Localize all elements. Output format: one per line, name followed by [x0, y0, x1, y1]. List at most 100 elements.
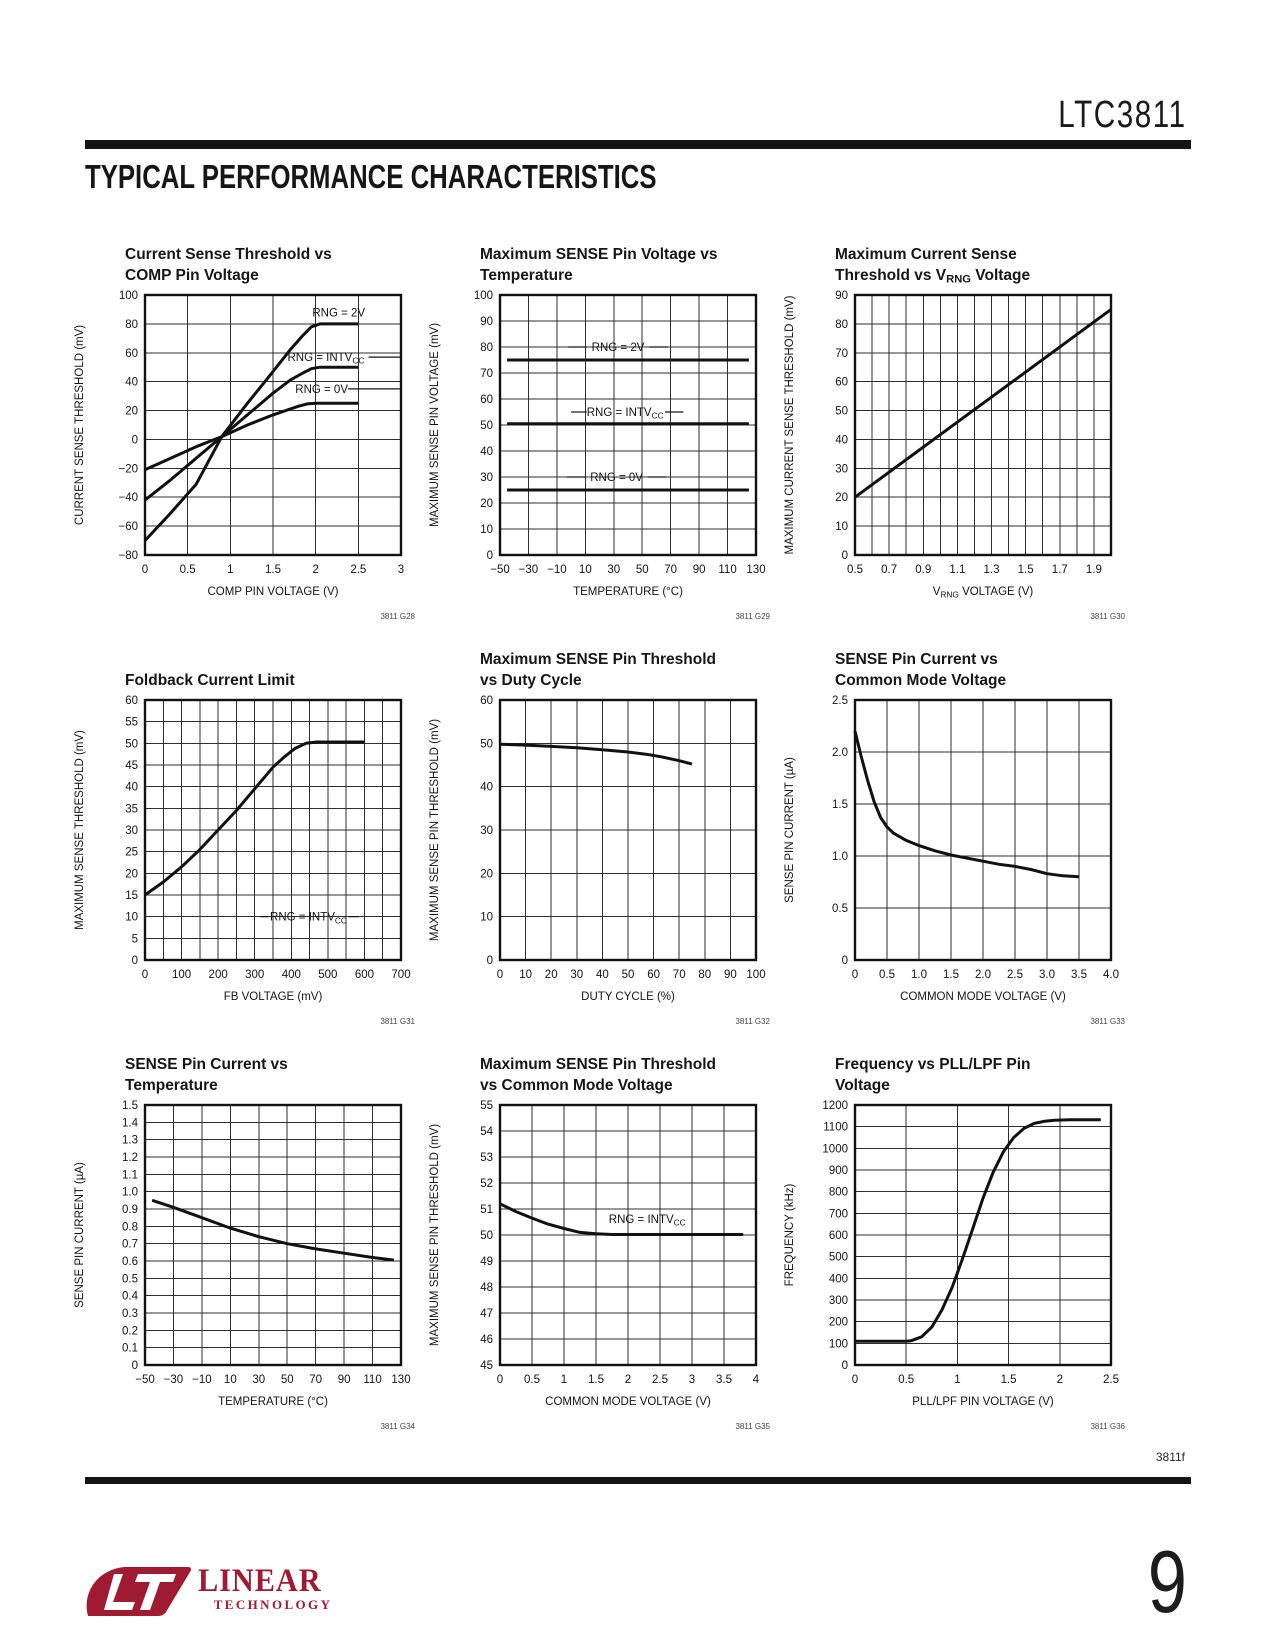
x-tick-label: 20	[545, 969, 558, 981]
lt-logo-mark	[86, 1567, 192, 1616]
page-number: 9	[1147, 1532, 1187, 1631]
y-tick-label: 1.4	[122, 1117, 139, 1129]
x-tick-label: 400	[282, 969, 301, 981]
chart-title-line1: Frequency vs PLL/LPF Pin	[835, 1056, 1031, 1073]
chart-3811-g30: Maximum Current Sense Threshold vs VRNG V…	[777, 237, 1132, 637]
x-tick-label: 1.0	[911, 969, 927, 981]
x-tick-label: 1.1	[949, 564, 965, 576]
x-tick-label: 1.5	[943, 969, 959, 981]
y-tick-label: 70	[480, 368, 493, 380]
y-tick-label: 0.5	[122, 1273, 138, 1285]
y-tick-label: 53	[480, 1152, 493, 1164]
x-tick-label: 0.9	[915, 564, 931, 576]
x-tick-label: 3	[398, 564, 404, 576]
y-tick-label: 15	[125, 890, 138, 902]
chart-3811-g35: Maximum SENSE Pin Threshold vs Common Mod…	[422, 1047, 777, 1447]
x-tick-label: 0	[852, 969, 858, 981]
x-tick-label: 1.5	[265, 564, 281, 576]
x-tick-label: 0.5	[180, 564, 196, 576]
chart-svg: SENSE Pin Current vs Temperature −50 −30 −10…	[74, 1056, 416, 1431]
y-tick-label: 1.2	[122, 1152, 138, 1164]
x-axis-label: COMMON MODE VOLTAGE (V)	[545, 1396, 711, 1408]
chart-3811-g31: Foldback Current Limit 0 100 200 300 400 500 60…	[67, 642, 422, 1042]
x-tick-label: 40	[596, 969, 609, 981]
x-tick-label: 90	[693, 564, 706, 576]
y-tick-label: 0	[842, 955, 848, 967]
chart-svg: Maximum SENSE Pin Threshold vs Duty Cycle…	[429, 651, 771, 1026]
x-tick-label: 0.7	[881, 564, 897, 576]
chart-svg: Current Sense Threshold vs COMP Pin Volta…	[74, 246, 416, 621]
charts-grid: Current Sense Threshold vs COMP Pin Volta…	[67, 237, 1132, 1452]
x-tick-label: 0.5	[879, 969, 895, 981]
y-tick-label: 20	[125, 406, 138, 418]
x-tick-label: 1.3	[984, 564, 1000, 576]
graph-code: 3811 G31	[380, 1017, 415, 1026]
x-tick-label: 90	[338, 1374, 351, 1386]
y-tick-label: 20	[835, 492, 848, 504]
x-tick-label: 30	[252, 1374, 265, 1386]
x-tick-label: 3	[689, 1374, 695, 1386]
curve-label: RNG = 0V	[590, 472, 643, 484]
y-tick-label: 300	[829, 1295, 848, 1307]
x-tick-label: 3.5	[716, 1374, 732, 1386]
x-axis-label: PLL/LPF PIN VOLTAGE (V)	[912, 1396, 1054, 1408]
series-curve	[499, 742, 693, 766]
chart-3811-g34: SENSE Pin Current vs Temperature −50 −30 −10…	[67, 1047, 422, 1447]
y-tick-label: 30	[125, 825, 138, 837]
doc-code: 3811f	[1155, 1450, 1185, 1464]
series-curve	[499, 1202, 744, 1236]
y-tick-label: 47	[480, 1308, 493, 1320]
x-tick-label: −10	[547, 564, 567, 576]
chart-title-line2: Threshold vs VRNG Voltage	[835, 267, 1031, 286]
y-tick-label: 100	[119, 290, 138, 302]
y-tick-label: 2.0	[832, 747, 848, 759]
y-tick-label: 400	[829, 1273, 848, 1285]
curve-label: RNG = INTVCC	[609, 1214, 686, 1228]
plot-border	[143, 698, 403, 962]
x-tick-label: 130	[391, 1374, 410, 1386]
y-tick-label: 0	[132, 1360, 138, 1372]
x-tick-label: 70	[309, 1374, 322, 1386]
y-tick-label: −80	[118, 550, 138, 562]
y-tick-label: 0	[132, 955, 138, 967]
chart-title-line1: SENSE Pin Current vs	[835, 651, 998, 668]
x-tick-label: 1.5	[1018, 564, 1034, 576]
y-tick-label: 45	[480, 1360, 493, 1372]
y-tick-label: 60	[125, 695, 138, 707]
x-tick-label: 1	[561, 1374, 567, 1386]
y-tick-label: 40	[125, 377, 138, 389]
x-axis-label: TEMPERATURE (°C)	[573, 586, 683, 598]
chart-svg: SENSE Pin Current vs Common Mode Voltage 0…	[784, 651, 1126, 1026]
x-tick-label: 1	[227, 564, 233, 576]
x-tick-label: 700	[391, 969, 410, 981]
curve-label: RNG = INTVCC	[270, 912, 347, 926]
y-tick-label: 1.1	[122, 1169, 138, 1181]
chart-title-line1: SENSE Pin Current vs	[125, 1056, 288, 1073]
logo-technology-text: TECHNOLOGY	[213, 1597, 333, 1612]
y-tick-label: 51	[480, 1204, 493, 1216]
x-tick-label: 2	[1057, 1374, 1063, 1386]
y-tick-label: 0	[842, 1360, 848, 1372]
series-curve	[143, 322, 359, 542]
y-tick-label: 50	[480, 1230, 493, 1242]
x-tick-label: 2	[625, 1374, 631, 1386]
chart-title-line2: Temperature	[480, 267, 573, 284]
x-tick-label: 130	[746, 564, 765, 576]
x-tick-label: 10	[519, 969, 532, 981]
y-tick-label: 20	[125, 868, 138, 880]
series-curve	[853, 730, 1080, 879]
y-axis-label: SENSE PIN CURRENT (µA)	[784, 757, 796, 903]
curve-label: RNG = 2V	[312, 307, 365, 319]
x-tick-label: 2.5	[652, 1374, 668, 1386]
y-tick-label: 46	[480, 1334, 493, 1346]
y-tick-label: 0.4	[122, 1291, 139, 1303]
chart-title-line2: vs Duty Cycle	[480, 672, 582, 689]
chart-title-line1: Current Sense Threshold vs	[125, 246, 332, 263]
series-curve	[144, 740, 365, 897]
y-tick-label: −60	[118, 521, 138, 533]
series-curve	[151, 1198, 395, 1262]
y-tick-label: 50	[480, 420, 493, 432]
x-tick-label: 1	[954, 1374, 960, 1386]
y-tick-label: 60	[480, 695, 493, 707]
